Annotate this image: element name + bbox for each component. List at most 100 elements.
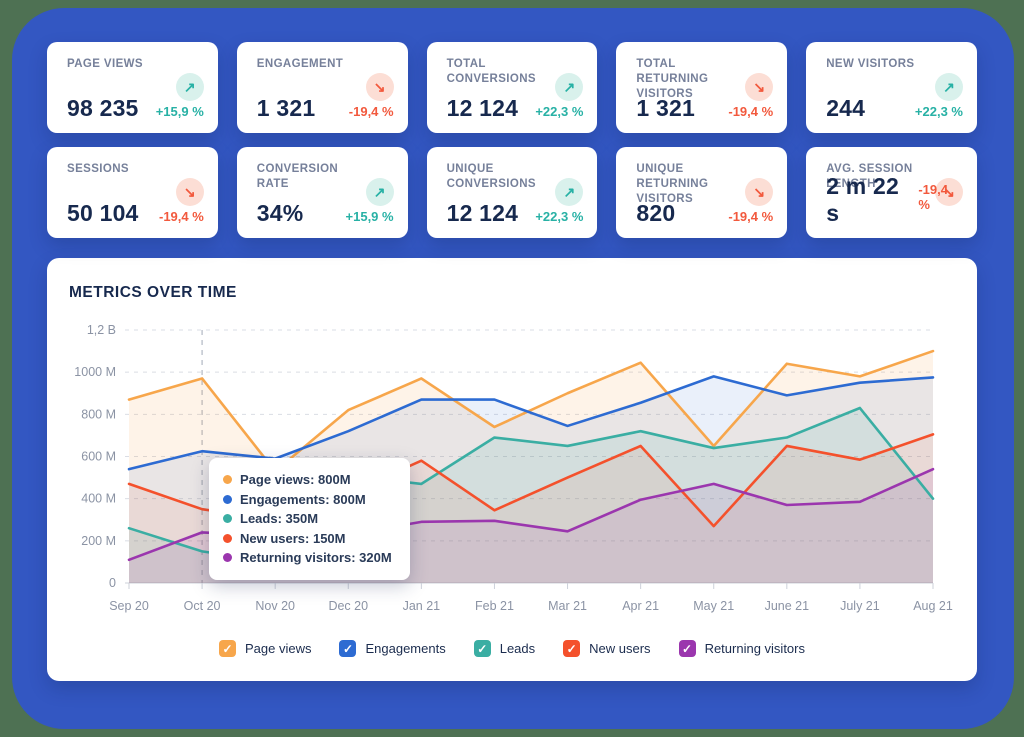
series-dot-icon (223, 533, 232, 543)
series-dot-icon (223, 494, 232, 504)
legend-label: Page views (245, 641, 312, 656)
kpi-change: -19,4 % (728, 209, 774, 224)
trend-up-icon: ↗ (555, 73, 584, 101)
trend-up-icon: ↗ (365, 178, 394, 206)
svg-text:Nov 20: Nov 20 (255, 599, 295, 613)
tooltip-row: New users: 150M (223, 529, 392, 549)
svg-text:Aug 21: Aug 21 (913, 599, 953, 613)
kpi-value: 12 124 (446, 95, 519, 121)
kpi-title: NEW VISITORS (826, 58, 915, 70)
trend-down-icon: ↘ (745, 73, 774, 101)
legend-item-page-views[interactable]: ✓ Page views (219, 640, 311, 657)
kpi-value: 244 (826, 95, 866, 121)
kpi-title: ENGAGEMENT (256, 58, 344, 70)
kpi-change: +15,9 % (345, 209, 394, 224)
kpi-title: UNIQUE CONVERSIONS (446, 163, 536, 190)
svg-text:May 21: May 21 (693, 599, 734, 613)
kpi-card-page-views: PAGE VIEWS ↗ 98 235 +15,9 % (47, 42, 218, 133)
svg-text:0: 0 (109, 576, 116, 590)
trend-up-icon: ↗ (175, 73, 204, 101)
tooltip-row: Engagements: 800M (223, 490, 392, 510)
trend-down-icon: ↘ (365, 73, 394, 101)
kpi-change: +22,3 % (914, 104, 963, 119)
tooltip-text: Returning visitors: 320M (240, 550, 392, 565)
kpi-card-sessions: SESSIONS ↘ 50 104 -19,4 % (47, 147, 218, 238)
checkbox-checked-icon[interactable]: ✓ (473, 640, 491, 657)
legend-label: Engagements (365, 641, 446, 656)
kpi-grid: PAGE VIEWS ↗ 98 235 +15,9 % ENGAGEMENT ↘… (47, 42, 977, 238)
kpi-card-unique-returning-visitors: UNIQUE RETURNING VISITORS ↘ 820 -19,4 % (616, 147, 788, 238)
svg-text:600 M: 600 M (81, 450, 116, 464)
svg-text:July 21: July 21 (840, 599, 880, 613)
svg-text:800 M: 800 M (81, 407, 116, 421)
kpi-change: +15,9 % (155, 104, 204, 119)
checkbox-checked-icon[interactable]: ✓ (339, 640, 357, 657)
tooltip-row: Leads: 350M (223, 509, 392, 529)
kpi-card-total-conversions: TOTAL CONVERSIONS ↗ 12 124 +22,3 % (426, 42, 598, 133)
checkbox-checked-icon[interactable]: ✓ (219, 640, 236, 657)
chart-tooltip: Page views: 800M Engagements: 800M Leads… (209, 458, 410, 580)
dashboard-panel: PAGE VIEWS ↗ 98 235 +15,9 % ENGAGEMENT ↘… (12, 8, 1014, 729)
trend-down-icon: ↘ (935, 178, 963, 206)
svg-text:Oct 20: Oct 20 (184, 599, 221, 613)
metrics-over-time-card: METRICS OVER TIME 0 200 M 400 M 600 M 800 M 1… (47, 258, 977, 681)
svg-text:1,2 B: 1,2 B (87, 323, 116, 337)
checkbox-checked-icon[interactable]: ✓ (678, 640, 696, 657)
kpi-title: PAGE VIEWS (67, 58, 143, 70)
legend-label: New users (589, 641, 651, 656)
kpi-title: TOTAL RETURNING VISITORS (636, 58, 709, 100)
svg-text:Sep 20: Sep 20 (109, 599, 149, 613)
tooltip-text: Page views: 800M (240, 472, 351, 487)
kpi-value: 2 m 22 s (826, 173, 899, 226)
kpi-value: 50 104 (67, 200, 139, 226)
legend-item-returning-visitors[interactable]: ✓ Returning visitors (678, 640, 805, 657)
legend-label: Leads (499, 641, 536, 656)
kpi-card-avg-session-length: AVG. SESSION LENGTH ↘ 2 m 22 s -19,4 % (806, 147, 977, 238)
trend-down-icon: ↘ (175, 178, 204, 206)
chart-title: METRICS OVER TIME (69, 284, 237, 301)
legend-item-leads[interactable]: ✓ Leads (473, 640, 536, 657)
tooltip-row: Page views: 800M (223, 470, 392, 490)
legend-item-new-users[interactable]: ✓ New users (563, 640, 651, 657)
kpi-title: SESSIONS (67, 163, 129, 175)
kpi-value: 34% (256, 200, 304, 226)
kpi-change: -19,4 % (158, 209, 204, 224)
kpi-value: 98 235 (67, 95, 139, 121)
chart-legend: ✓ Page views ✓ Engagements ✓ Leads ✓ New… (67, 640, 957, 657)
svg-text:Mar 21: Mar 21 (548, 599, 587, 613)
series-dot-icon (223, 514, 232, 524)
kpi-change: -19,4 % (728, 104, 774, 119)
trend-down-icon: ↘ (745, 178, 774, 206)
series-dot-icon (223, 553, 232, 563)
tooltip-text: New users: 150M (240, 530, 346, 546)
series-dot-icon (223, 475, 232, 485)
checkbox-checked-icon[interactable]: ✓ (563, 640, 581, 657)
kpi-value: 820 (636, 200, 676, 226)
svg-text:200 M: 200 M (81, 534, 116, 548)
line-chart-canvas[interactable]: 0 200 M 400 M 600 M 800 M 1000 M 1,2 B Sep 20 Oc… (67, 316, 956, 628)
kpi-title: CONVERSION RATE (256, 163, 339, 190)
kpi-card-engagement: ENGAGEMENT ↘ 1 321 -19,4 % (236, 42, 408, 133)
tooltip-text: Engagements: 800M (240, 491, 366, 507)
kpi-card-conversion-rate: CONVERSION RATE ↗ 34% +15,9 % (236, 147, 408, 238)
kpi-card-new-visitors: NEW VISITORS ↗ 244 +22,3 % (806, 42, 977, 133)
svg-text:400 M: 400 M (81, 492, 116, 506)
legend-item-engagements[interactable]: ✓ Engagements (339, 640, 446, 657)
kpi-title: AVG. SESSION LENGTH (826, 163, 913, 190)
kpi-value: 1 321 (256, 95, 316, 121)
tooltip-text: Leads: 350M (240, 511, 319, 526)
svg-text:Feb 21: Feb 21 (475, 599, 514, 613)
kpi-value: 1 321 (636, 95, 695, 121)
tooltip-row: Returning visitors: 320M (223, 548, 392, 568)
series-line-page-views (127, 349, 935, 473)
kpi-value: 12 124 (446, 200, 519, 226)
legend-label: Returning visitors (704, 641, 805, 656)
kpi-change: +22,3 % (535, 104, 584, 119)
kpi-title: TOTAL CONVERSIONS (446, 58, 536, 85)
trend-up-icon: ↗ (935, 73, 963, 101)
svg-text:Dec 20: Dec 20 (328, 599, 368, 613)
kpi-change: -19,4 % (918, 182, 948, 212)
kpi-change: -19,4 % (348, 104, 394, 119)
kpi-card-total-returning-visitors: TOTAL RETURNING VISITORS ↘ 1 321 -19,4 % (616, 42, 788, 133)
svg-text:Jan 21: Jan 21 (403, 599, 441, 613)
